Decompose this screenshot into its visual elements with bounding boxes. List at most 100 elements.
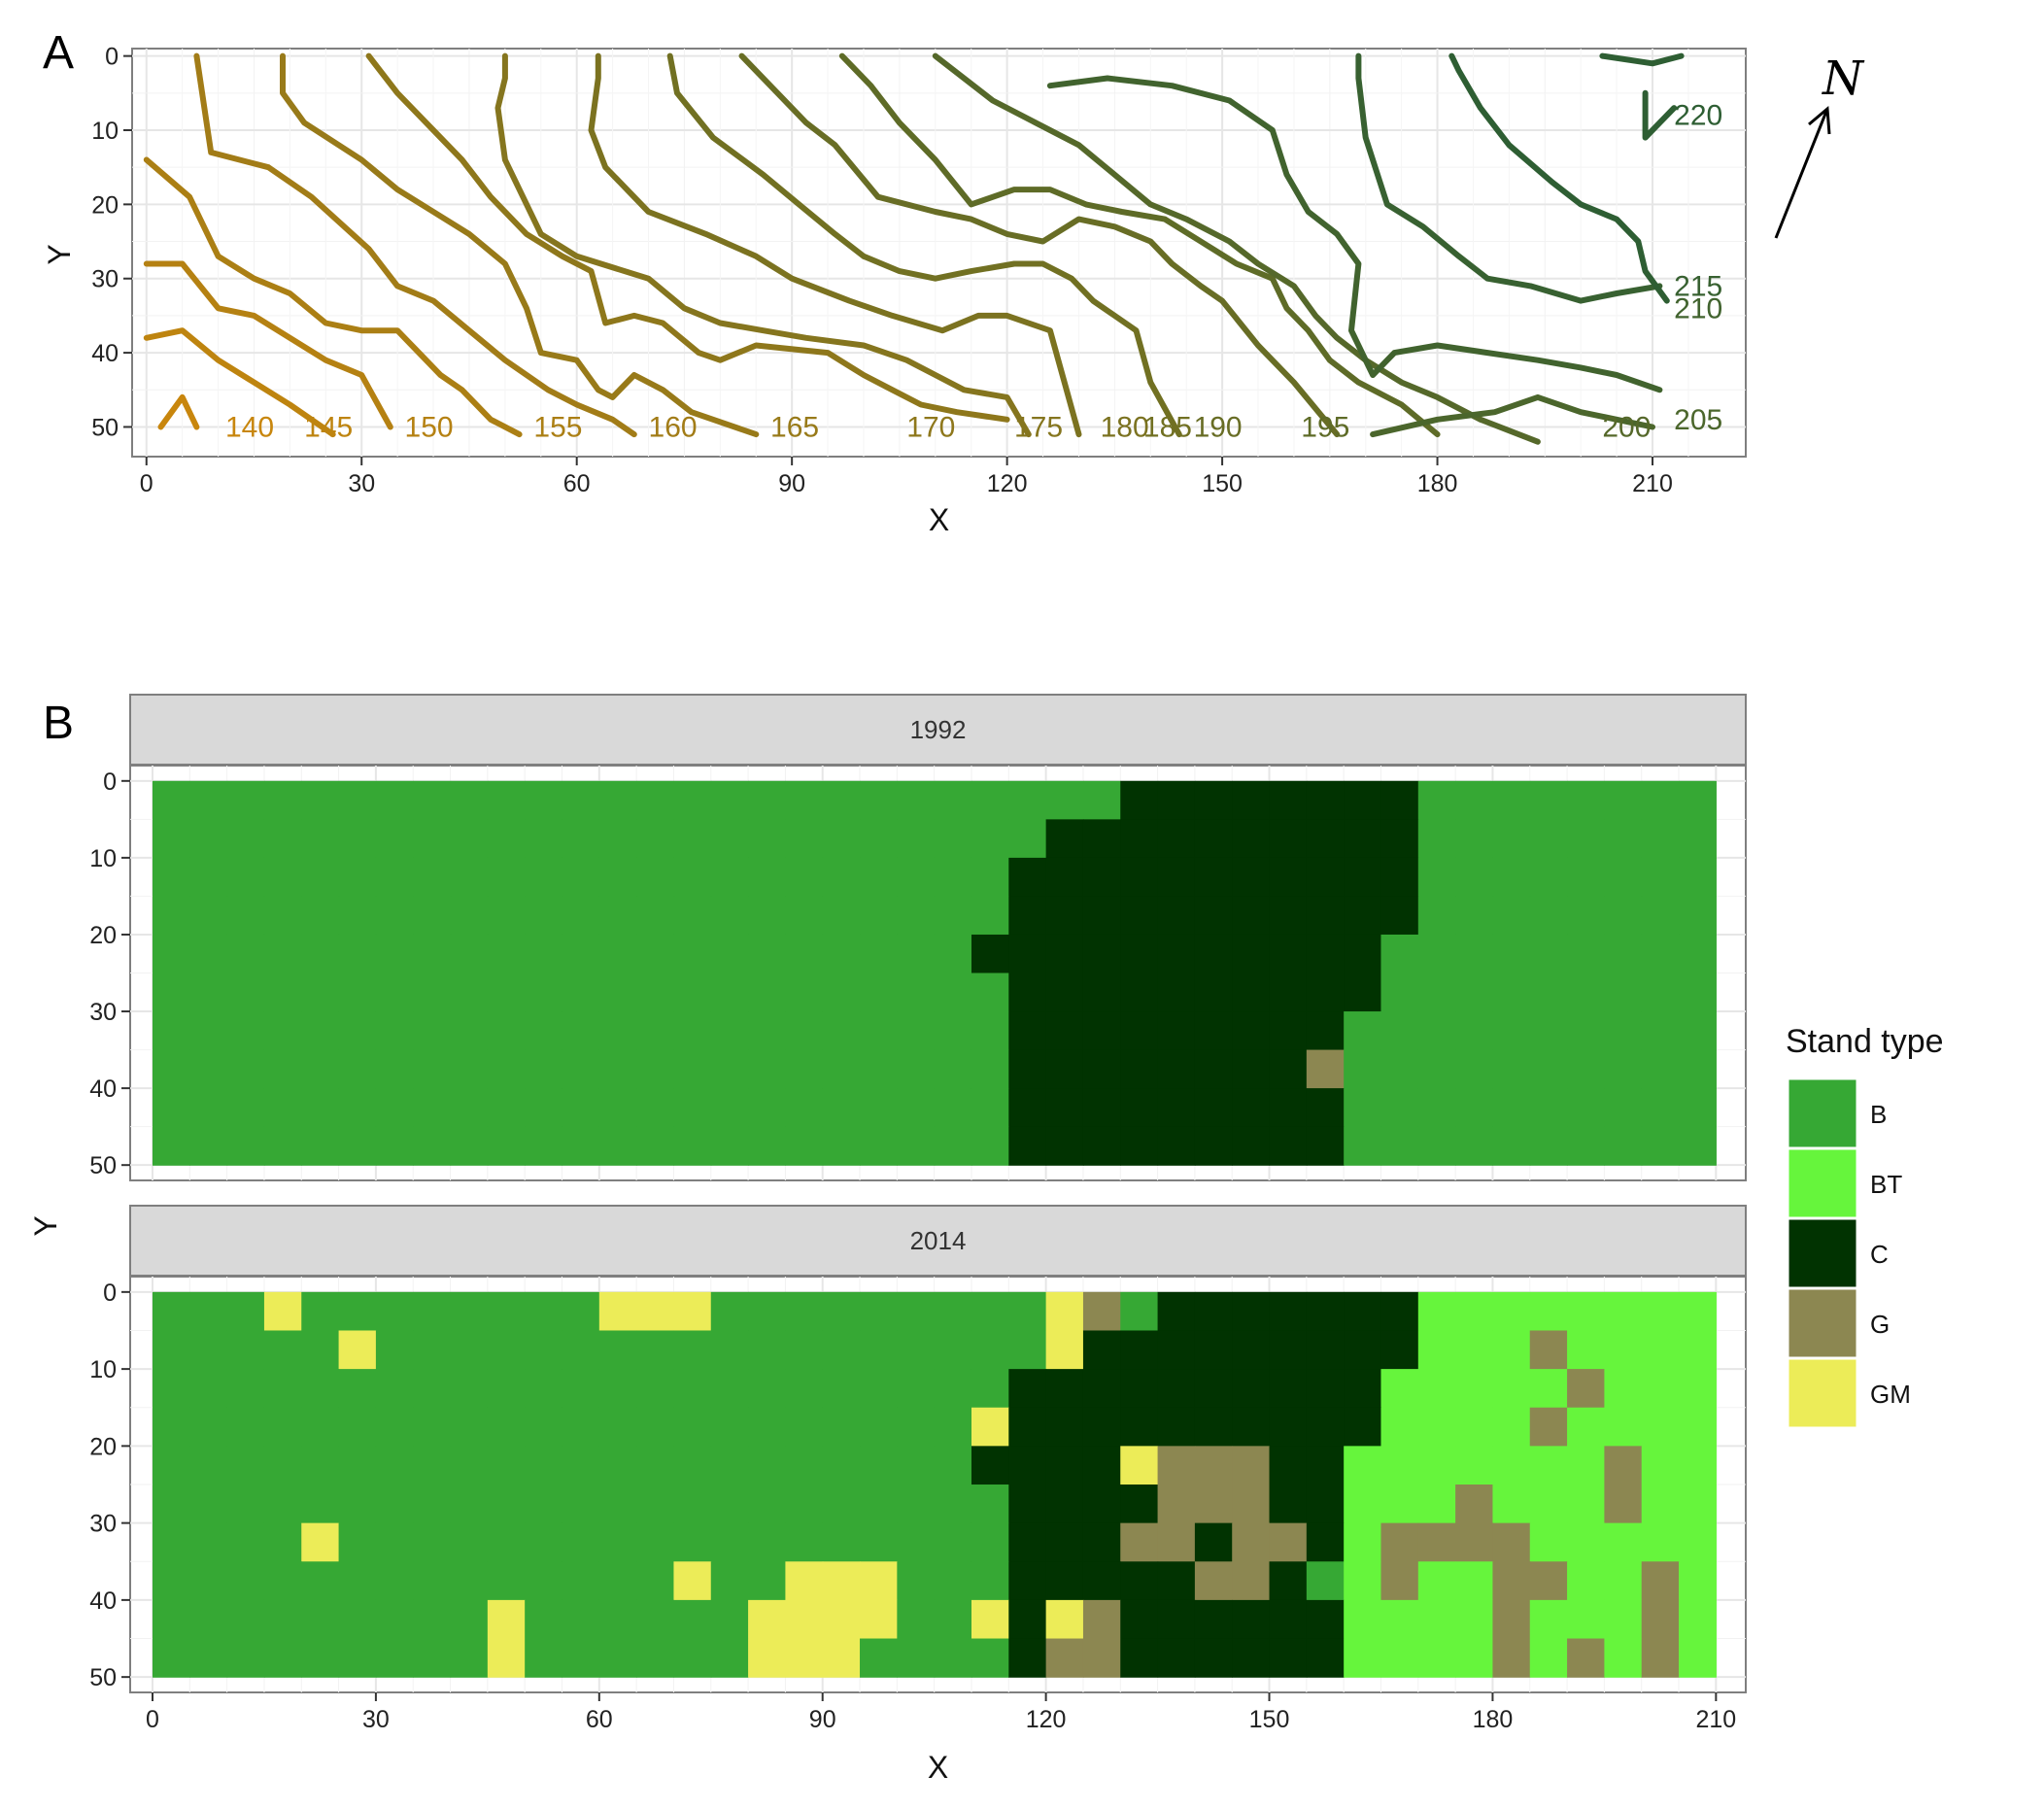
heatmap-cell-GM (822, 1599, 861, 1640)
heatmap-cell-B (1679, 1126, 1717, 1166)
heatmap-cell-B (971, 1638, 1009, 1678)
heatmap-cell-BT (1417, 1330, 1456, 1370)
x-tick-label: 150 (1249, 1706, 1290, 1733)
heatmap-cell-C (1120, 857, 1159, 898)
panel-a-tag: A (43, 27, 74, 79)
heatmap-cell-B (525, 1088, 563, 1128)
heatmap-cell-BT (1641, 1522, 1680, 1562)
heatmap-cell-B (598, 1485, 637, 1524)
heatmap-cell-B (338, 1126, 377, 1166)
legend-items: B BT C G GM (1786, 1076, 1911, 1430)
heatmap-cell-BT (1455, 1599, 1494, 1640)
heatmap-cell-B (1679, 1049, 1717, 1089)
heatmap-cell-B (189, 1049, 228, 1089)
heatmap-cell-C (1157, 780, 1196, 820)
heatmap-cell-B (860, 1446, 898, 1485)
heatmap-cell-B (525, 780, 563, 820)
heatmap-cell-B (598, 780, 637, 820)
heatmap-cell-BT (1380, 1599, 1419, 1640)
heatmap-cell-B (1120, 1291, 1159, 1332)
contour-line-220 (1448, 52, 1670, 304)
heatmap-cell-B (562, 1011, 600, 1051)
heatmap-cell-B (301, 934, 340, 974)
heatmap-cell-B (636, 1011, 675, 1051)
heatmap-cell-C (1232, 1011, 1271, 1051)
heatmap-cell-B (413, 973, 452, 1012)
heatmap-cell-GM (338, 1330, 377, 1370)
heatmap-cell-B (673, 1522, 712, 1562)
stand-type-legend: Stand type B BT C G GM (1786, 1023, 1944, 1430)
heatmap-cell-BT (1679, 1485, 1717, 1524)
heatmap-cell-B (562, 819, 600, 859)
heatmap-cell-C (1306, 819, 1345, 859)
heatmap-cell-B (673, 1369, 712, 1409)
x-tick-label: 120 (1026, 1706, 1067, 1733)
heatmap-cell-B (375, 1407, 414, 1447)
heatmap-cell-B (860, 1522, 898, 1562)
heatmap-cell-B (860, 1126, 898, 1166)
heatmap-cell-B (450, 1407, 489, 1447)
heatmap-cell-B (226, 934, 265, 974)
heatmap-cell-B (338, 1446, 377, 1485)
heatmap-cell-G (1194, 1561, 1233, 1601)
heatmap-cell-B (562, 780, 600, 820)
heatmap-cell-B (1604, 934, 1643, 974)
heatmap-cell-B (934, 934, 972, 974)
heatmap-cell-B (226, 896, 265, 936)
heatmap-cell-B (598, 1446, 637, 1485)
heatmap-cell-GM (301, 1522, 340, 1562)
heatmap-cell-B (263, 857, 302, 898)
heatmap-cell-B (413, 1485, 452, 1524)
heatmap-cell-C (971, 1446, 1009, 1485)
heatmap-cell-B (375, 1126, 414, 1166)
heatmap-cell-C (1194, 896, 1233, 936)
heatmap-cell-B (375, 1369, 414, 1409)
contour-line-155 (143, 156, 523, 438)
heatmap-cell-C (1045, 1126, 1084, 1166)
heatmap-cell-B (1529, 896, 1568, 936)
heatmap-cell-B (897, 1049, 936, 1089)
heatmap-cell-B (301, 1126, 340, 1166)
heatmap-cell-B (971, 1291, 1009, 1332)
heatmap-cell-BT (1679, 1561, 1717, 1601)
heatmap-cell-G (1194, 1485, 1233, 1524)
heatmap-cell-BT (1679, 1407, 1717, 1447)
heatmap-cell-B (189, 1330, 228, 1370)
heatmap-cell-B (748, 1011, 786, 1051)
heatmap-cell-BT (1604, 1369, 1643, 1409)
heatmap-cell-C (1344, 896, 1382, 936)
heatmap-cell-B (860, 1369, 898, 1409)
heatmap-cell-B (673, 934, 712, 974)
heatmap-cell-B (1492, 896, 1531, 936)
heatmap-cell-B (226, 819, 265, 859)
heatmap-cell-B (487, 780, 526, 820)
heatmap-cell-B (710, 1049, 749, 1089)
heatmap-cell-B (301, 1561, 340, 1601)
heatmap-cell-B (152, 1088, 190, 1128)
heatmap-cell-C (1120, 1485, 1159, 1524)
heatmap-cell-C (1157, 934, 1196, 974)
heatmap-cell-B (226, 1291, 265, 1332)
heatmap-cell-C (1194, 1011, 1233, 1051)
contour-label: 145 (304, 411, 353, 443)
contour-line-180 (588, 52, 1082, 438)
y-tick-label: 20 (89, 922, 117, 949)
heatmap-cell-B (598, 1088, 637, 1128)
heatmap-cell-B (934, 1407, 972, 1447)
heatmap-cell-C (1269, 1011, 1308, 1051)
heatmap-cell-B (562, 896, 600, 936)
heatmap-cell-B (971, 1485, 1009, 1524)
heatmap-cell-C (1194, 1088, 1233, 1128)
heatmap-cell-B (748, 1330, 786, 1370)
heatmap-cell-B (785, 1088, 824, 1128)
x-tick-label: 90 (778, 470, 805, 497)
heatmap-cell-B (1344, 1011, 1382, 1051)
heatmap-cell-B (934, 1049, 972, 1089)
heatmap-cell-B (1604, 896, 1643, 936)
heatmap-cell-BT (1679, 1291, 1717, 1332)
heatmap-cell-B (525, 1049, 563, 1089)
heatmap-cell-B (860, 973, 898, 1012)
heatmap-cell-B (710, 934, 749, 974)
heatmap-cell-B (562, 857, 600, 898)
